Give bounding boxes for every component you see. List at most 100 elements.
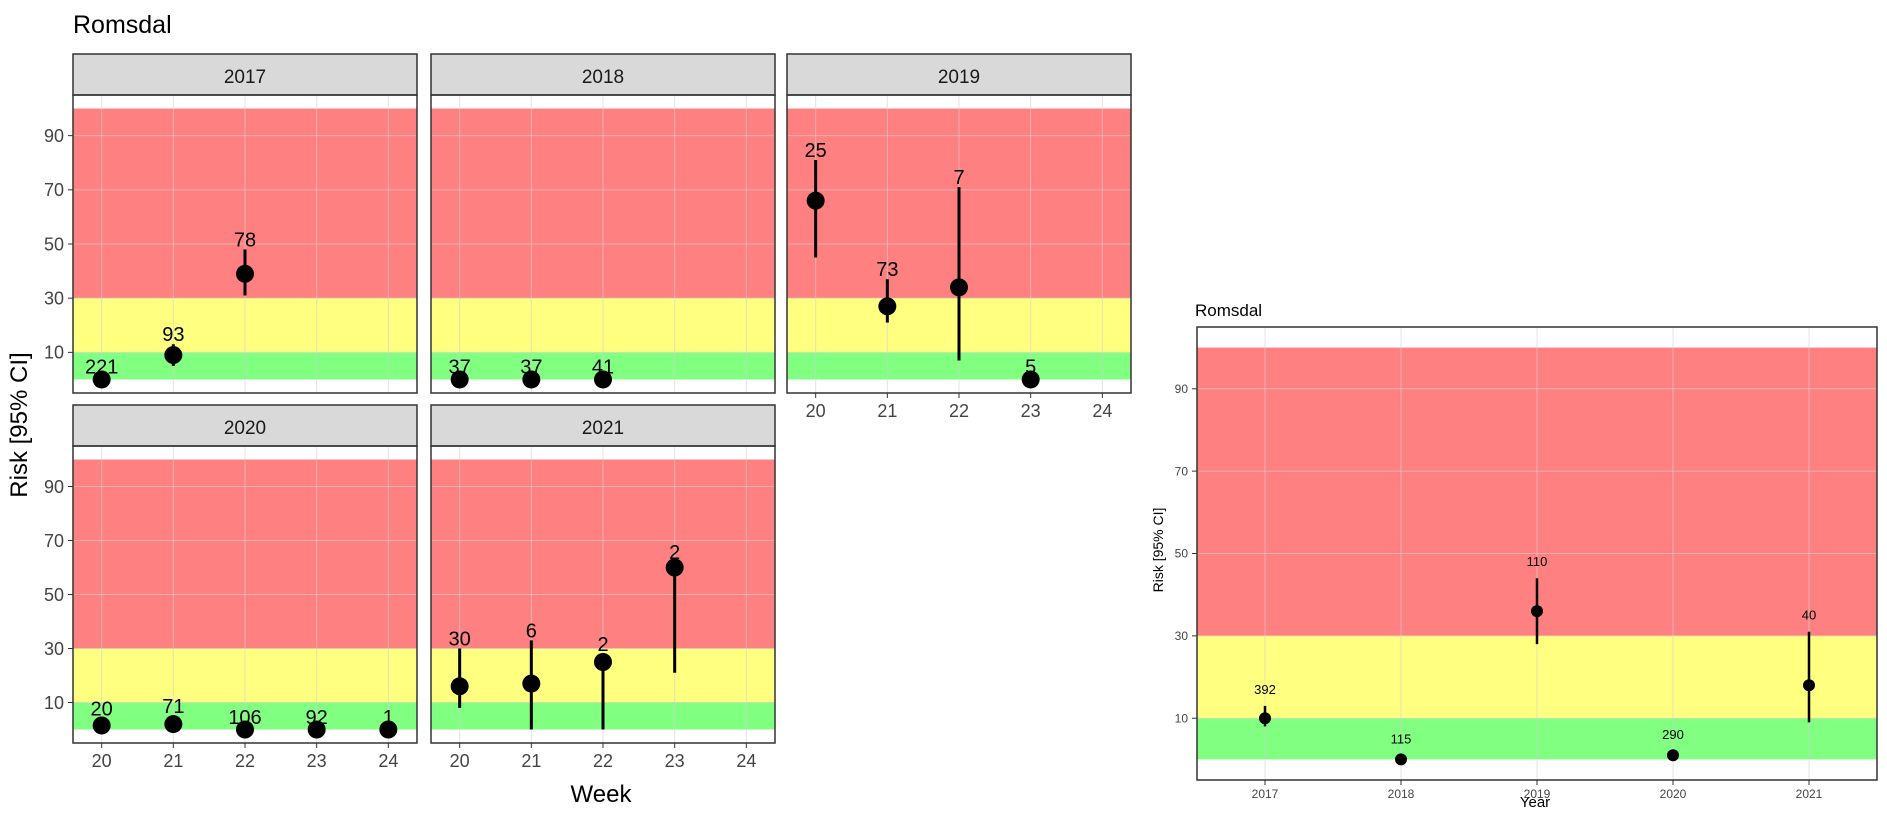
data-point (1667, 749, 1679, 762)
data-point (1531, 605, 1543, 618)
right-chart-title: Romsdal (1195, 301, 1262, 320)
y-tick-label: 30 (44, 288, 64, 308)
sample-size-label: 7 (953, 167, 964, 189)
facet-strip (786, 53, 1132, 96)
x-tick-label: 21 (877, 401, 897, 421)
x-tick-label: 24 (736, 751, 756, 771)
data-point (450, 370, 469, 389)
data-point (450, 677, 469, 696)
x-tick-label: 21 (163, 751, 183, 771)
facet-strip-label: 2021 (582, 418, 624, 439)
data-point (236, 264, 254, 283)
facet-strip-label: 2018 (582, 67, 624, 88)
data-point (92, 716, 111, 735)
left-y-axis-label: Risk [95% CI] (6, 352, 33, 497)
sample-size-label: 115 (1391, 731, 1412, 746)
left-chart-title: Romsdal (73, 11, 172, 39)
x-tick-label: 2017 (1252, 787, 1279, 801)
data-point (1395, 753, 1407, 766)
y-tick-label: 10 (44, 693, 64, 713)
right-chart-panel: 392 115 110 290 40 10 30 50 70 90 2017 2018 2019 2020… (1175, 326, 1878, 801)
x-tick-label: 23 (1021, 401, 1041, 421)
sample-size-label: 1 (383, 707, 394, 729)
data-point (594, 370, 612, 389)
x-tick-label: 24 (378, 751, 398, 771)
sample-size-label: 37 (520, 357, 542, 379)
x-tick-label: 23 (665, 751, 685, 771)
data-point (1803, 679, 1815, 692)
y-tick-label: 50 (44, 234, 64, 254)
right-y-axis-label: Risk [95% CI] (1150, 508, 1166, 593)
sample-size-label: 93 (162, 324, 184, 346)
x-tick-label: 2019 (1524, 787, 1551, 801)
data-point (164, 715, 183, 734)
facet-strip (72, 53, 418, 96)
y-tick-label: 50 (44, 585, 64, 605)
x-tick-label: 2020 (1660, 787, 1687, 801)
y-tick-label: 90 (44, 477, 64, 497)
sample-size-label: 37 (449, 357, 471, 379)
sample-size-label: 6 (526, 620, 537, 642)
data-point (164, 346, 183, 365)
facet-strip (430, 53, 776, 96)
facet-strip (72, 404, 418, 447)
sample-size-label: 30 (449, 629, 471, 651)
sample-size-label: 40 (1802, 608, 1816, 623)
facet-panel-2019: 2019 25 73 7 5 20 21 22 23 24 (786, 53, 1132, 421)
data-point (594, 653, 612, 671)
x-tick-label: 22 (593, 751, 613, 771)
sample-size-label: 20 (91, 699, 113, 721)
sample-size-label: 2 (669, 542, 680, 564)
x-tick-label: 21 (521, 751, 541, 771)
sample-size-label: 78 (234, 229, 256, 251)
sample-size-label: 290 (1662, 727, 1684, 742)
data-point (950, 278, 968, 297)
sample-size-label: 392 (1254, 682, 1276, 697)
data-point (92, 370, 111, 389)
data-point (522, 674, 541, 693)
y-tick-label: 30 (44, 639, 64, 659)
data-point (307, 720, 326, 739)
right-x-axis-label: Year (1520, 794, 1550, 811)
y-tick-label: 90 (44, 126, 64, 146)
data-point (379, 720, 398, 739)
data-point (522, 370, 541, 389)
facet-strip-label: 2017 (224, 67, 266, 88)
x-tick-label: 23 (307, 751, 327, 771)
x-tick-label: 2018 (1388, 787, 1415, 801)
x-tick-label: 20 (92, 751, 112, 771)
y-tick-label: 70 (44, 180, 64, 200)
sample-size-label: 2 (597, 634, 608, 656)
sample-size-label: 221 (85, 357, 118, 379)
sample-size-label: 71 (162, 696, 184, 718)
panel-border (430, 94, 776, 394)
facet-strip-label: 2019 (938, 67, 980, 88)
y-tick-label: 70 (1175, 464, 1189, 478)
data-point (665, 558, 684, 577)
data-point (806, 191, 825, 210)
data-point (236, 720, 254, 739)
left-x-axis-label: Week (571, 781, 633, 808)
data-point (878, 297, 897, 316)
sample-size-label: 110 (1527, 554, 1548, 569)
data-point (1021, 370, 1040, 389)
sample-size-label: 41 (592, 357, 614, 379)
x-tick-label: 22 (235, 751, 255, 771)
x-tick-label: 24 (1092, 401, 1112, 421)
data-point (1259, 712, 1271, 725)
y-tick-label: 70 (44, 531, 64, 551)
facet-panel-2018: 2018 37 37 41 (430, 53, 776, 394)
sample-size-label: 106 (228, 707, 261, 729)
sample-size-label: 25 (805, 140, 827, 162)
sample-size-label: 5 (1025, 357, 1036, 379)
x-tick-label: 2021 (1796, 787, 1823, 801)
x-tick-label: 22 (949, 401, 969, 421)
sample-size-label: 92 (306, 707, 328, 729)
x-tick-label: 20 (450, 751, 470, 771)
y-tick-label: 30 (1175, 629, 1189, 643)
x-tick-label: 20 (806, 401, 826, 421)
